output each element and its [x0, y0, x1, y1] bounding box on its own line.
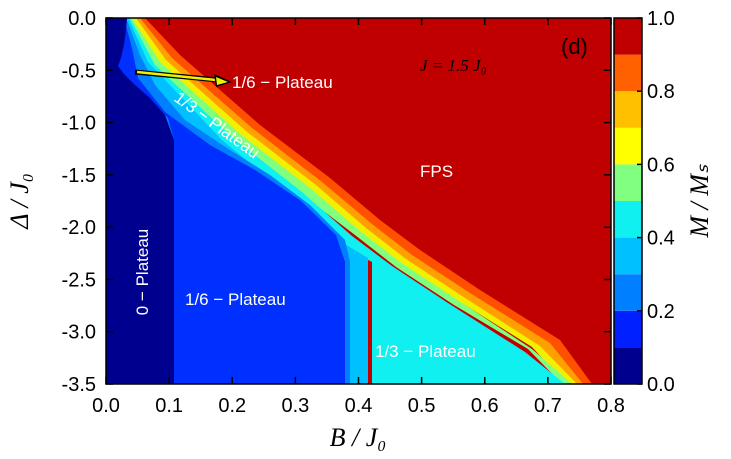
band-0.9	[130, 18, 592, 384]
colorbar-band	[614, 18, 642, 55]
annotation-arrow-fill	[136, 70, 217, 82]
x-axis: 0.0 0.1 0.2 0.3 0.4 0.5 0.6 0.7 0.8	[92, 18, 625, 417]
colorbar-band	[614, 164, 642, 201]
colorbar-band	[614, 347, 642, 384]
panel-tag: (d)	[561, 34, 588, 59]
colorbar-band	[614, 127, 642, 165]
annotation-coupling: J = 1.5 J₀	[420, 56, 487, 75]
region-label-fps: FPS	[420, 162, 453, 181]
x-axis-title: B / J₀	[330, 423, 387, 452]
region-sixth-edge	[106, 18, 350, 384]
x-tick-label: 0.1	[155, 395, 183, 417]
x-tick-label: 0.3	[281, 395, 309, 417]
colorbar-band	[614, 274, 642, 311]
region-label-sixth: 1/6 − Plateau	[185, 290, 286, 309]
x-tick-label: 0.5	[408, 395, 436, 417]
x-tick-label: 0.8	[597, 395, 625, 417]
colorbar-band	[614, 201, 642, 238]
x-tick-label: 0.6	[471, 395, 499, 417]
y-tick-label: -1.5	[62, 165, 96, 187]
annotation-sixth-arrow-label: 1/6 − Plateau	[232, 73, 333, 92]
colorbar-band	[614, 91, 642, 128]
y-axis-title: Δ / J₀	[5, 173, 34, 230]
band-0.5	[126, 18, 572, 384]
colorbar-band	[614, 54, 642, 92]
phase-regions	[106, 18, 592, 384]
y-tick-label: -0.5	[62, 60, 96, 82]
x-tick-label: 0.0	[92, 395, 120, 417]
colorbar-tick-label: 0.6	[647, 154, 675, 176]
region-sixth-plateau	[106, 18, 345, 384]
y-tick-label: -2.5	[62, 269, 96, 291]
x-tick-label: 0.7	[534, 395, 562, 417]
colorbar	[613, 17, 643, 385]
colorbar-band	[614, 237, 642, 275]
colorbar-tick-label: 0.4	[647, 228, 675, 250]
annotation-arrow-head-fill	[216, 77, 228, 85]
colorbar-tick-label: 1.0	[647, 8, 675, 30]
y-tick-label: 0.0	[68, 8, 96, 30]
y-tick-label: -3.0	[62, 322, 96, 344]
region-third-edge	[124, 18, 368, 384]
colorbar-tick-label: 0.2	[647, 301, 675, 323]
colorbar-ticks: 0.0 0.2 0.4 0.6 0.8 1.0	[637, 8, 675, 396]
colorbar-title: M / Mₛ	[685, 164, 714, 239]
colorbar-tick-label: 0.8	[647, 81, 675, 103]
y-tick-label: -3.5	[62, 374, 96, 396]
y-axis: 0.0 -0.5 -1.0 -1.5 -2.0 -2.5 -3.0 -3.5	[62, 8, 611, 396]
colorbar-tick-label: 0.0	[647, 374, 675, 396]
region-zero-plateau	[106, 18, 174, 384]
y-tick-label: -1.0	[62, 113, 96, 135]
y-tick-label: -2.0	[62, 217, 96, 239]
region-label-zero: 0 − Plateau	[133, 229, 152, 316]
x-tick-label: 0.4	[345, 395, 373, 417]
colorbar-band	[614, 310, 642, 348]
x-tick-label: 0.2	[218, 395, 246, 417]
colorbar-frame	[613, 17, 643, 385]
region-label-third: 1/3 − Plateau	[375, 342, 476, 361]
